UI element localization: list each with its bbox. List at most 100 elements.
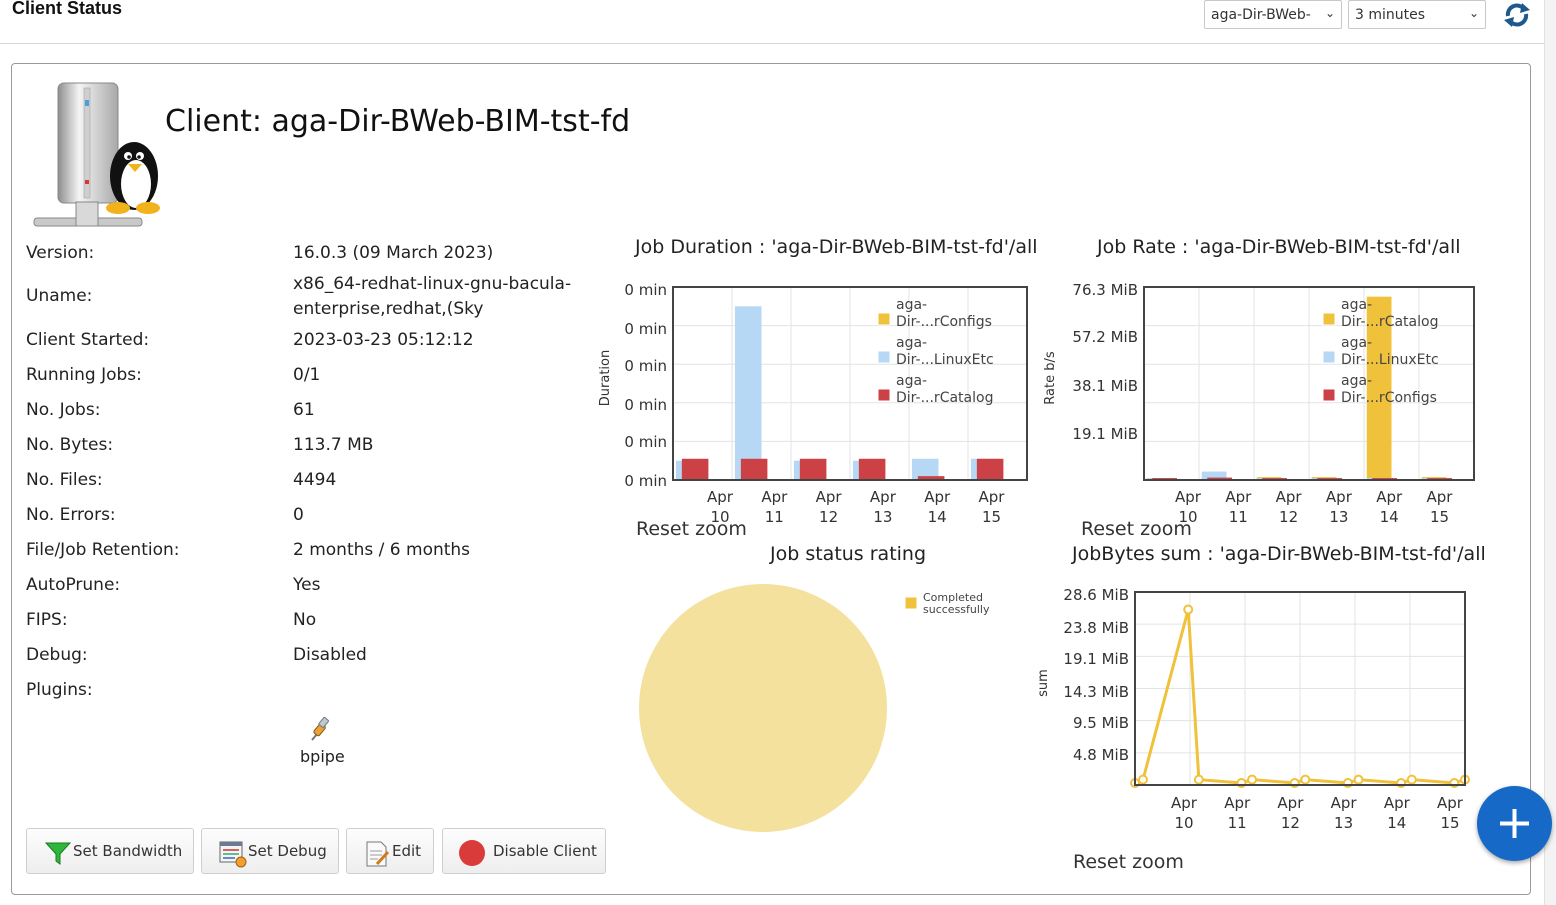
chevron-down-icon: ⌄ (1468, 6, 1479, 20)
no-errors-label: No. Errors: (26, 505, 116, 525)
set-bandwidth-button[interactable]: Set Bandwidth (26, 828, 194, 874)
y-axis-label: sum (1036, 669, 1051, 697)
data-point (1406, 774, 1417, 785)
bar (1366, 296, 1392, 480)
legend-label: Dir-...LinuxEtc (896, 352, 994, 368)
debug-log-icon (219, 841, 247, 868)
y-axis-label: Duration (598, 350, 613, 406)
autoprune-value: Yes (293, 575, 321, 595)
interval-select-value: 3 minutes (1355, 7, 1426, 23)
x-tick-label: Apr (870, 488, 897, 506)
page-title: Client Status (12, 0, 123, 18)
x-tick-label: Apr (761, 488, 788, 506)
client-title: Client: aga-Dir-BWeb-BIM-tst-fd (165, 104, 631, 139)
legend-label: aga- (1341, 373, 1372, 389)
x-tick-label: 14 (928, 508, 947, 526)
legend-swatch (1322, 388, 1336, 402)
version-value: 16.0.3 (09 March 2023) (293, 243, 494, 263)
running-jobs-label: Running Jobs: (26, 365, 142, 385)
set-debug-label: Set Debug (248, 842, 327, 860)
y-tick-label: 0 min (624, 472, 667, 490)
edit-label: Edit (392, 842, 422, 860)
client-started-value: 2023-03-23 05:12:12 (293, 330, 474, 350)
x-tick-label: Apr (1276, 488, 1303, 506)
x-tick-label: Apr (1384, 794, 1411, 812)
y-tick-label: 0 min (624, 281, 667, 299)
legend-label: Completed (923, 591, 983, 604)
y-tick-label: 4.8 MiB (1073, 746, 1129, 764)
reset-zoom-rate[interactable]: Reset zoom (1081, 518, 1192, 540)
x-tick-label: Apr (979, 488, 1006, 506)
client-select-value: aga-Dir-BWeb- (1211, 7, 1311, 23)
no-bytes-label: No. Bytes: (26, 435, 114, 455)
x-tick-label: Apr (1175, 488, 1202, 506)
scrollbar[interactable] (1544, 0, 1556, 905)
bar (1207, 477, 1232, 480)
x-tick-label: Apr (1171, 794, 1198, 812)
job-status-title: Job status rating (770, 543, 927, 565)
y-tick-label: 57.2 MiB (1072, 328, 1138, 346)
set-debug-button[interactable]: Set Debug (201, 828, 339, 874)
chevron-down-icon: ⌄ (1324, 6, 1335, 20)
bar (976, 458, 1004, 480)
reset-zoom-duration[interactable]: Reset zoom (636, 518, 747, 540)
y-tick-label: 19.1 MiB (1063, 650, 1129, 668)
y-tick-label: 9.5 MiB (1073, 714, 1129, 732)
no-bytes-value: 113.7 MB (293, 435, 374, 455)
edit-button[interactable]: Edit (346, 828, 434, 874)
x-tick-label: Apr (1427, 488, 1454, 506)
legend-label: Dir-...rConfigs (896, 314, 992, 330)
x-tick-label: 10 (1178, 508, 1197, 526)
x-tick-label: Apr (816, 488, 843, 506)
reset-zoom-jobbytes[interactable]: Reset zoom (1073, 851, 1184, 873)
fips-value: No (293, 610, 317, 630)
red-circle-icon (459, 840, 485, 866)
x-tick-label: 11 (765, 508, 784, 526)
add-fab-button[interactable] (1477, 786, 1552, 861)
plus-icon (1500, 809, 1529, 838)
pie-slice-completed (639, 584, 887, 832)
client-started-label: Client Started: (26, 330, 150, 350)
x-tick-label: Apr (1224, 794, 1251, 812)
job-duration-title: Job Duration : 'aga-Dir-BWeb-BIM-tst-fd'… (635, 236, 1038, 258)
disable-client-button[interactable]: Disable Client (442, 828, 606, 874)
top-bar: Client Status aga-Dir-BWeb- ⌄ 3 minutes … (0, 0, 1544, 44)
no-jobs-label: No. Jobs: (26, 400, 101, 420)
legend-swatch (877, 350, 891, 364)
running-jobs-value: 0/1 (293, 365, 321, 385)
legend-swatch (1322, 312, 1336, 326)
no-files-label: No. Files: (26, 470, 103, 490)
x-tick-label: Apr (1277, 794, 1304, 812)
legend-label: aga- (896, 335, 927, 351)
x-tick-label: 12 (1279, 508, 1298, 526)
legend-swatch (1322, 350, 1336, 364)
legend-label: Dir-...LinuxEtc (1341, 352, 1439, 368)
disable-client-label: Disable Client (493, 842, 597, 860)
x-tick-label: 10 (710, 508, 729, 526)
legend-swatch (877, 388, 891, 402)
legend-swatch (904, 596, 918, 610)
job-rate-title: Job Rate : 'aga-Dir-BWeb-BIM-tst-fd'/all (1097, 236, 1461, 258)
y-tick-label: 0 min (624, 433, 667, 451)
plot-frame (672, 286, 1028, 481)
debug-label: Debug: (26, 645, 88, 665)
uname-value: x86_64-redhat-linux-gnu-bacula- (293, 274, 572, 294)
client-select[interactable]: aga-Dir-BWeb- ⌄ (1204, 0, 1342, 29)
data-point (1183, 604, 1194, 615)
x-tick-label: 12 (819, 508, 838, 526)
x-tick-label: 15 (1430, 508, 1449, 526)
y-tick-label: 0 min (624, 396, 667, 414)
x-tick-label: 11 (1228, 814, 1247, 832)
x-tick-label: 13 (1329, 508, 1348, 526)
refresh-icon[interactable] (1500, 0, 1534, 30)
x-tick-label: 14 (1380, 508, 1399, 526)
uname-label: Uname: (26, 286, 93, 306)
no-errors-value: 0 (293, 505, 304, 525)
x-tick-label: Apr (1331, 794, 1358, 812)
server-linux-icon (33, 82, 160, 227)
fips-label: FIPS: (26, 610, 68, 630)
retention-label: File/Job Retention: (26, 540, 180, 560)
set-bandwidth-label: Set Bandwidth (73, 842, 183, 860)
interval-select[interactable]: 3 minutes ⌄ (1348, 0, 1486, 29)
